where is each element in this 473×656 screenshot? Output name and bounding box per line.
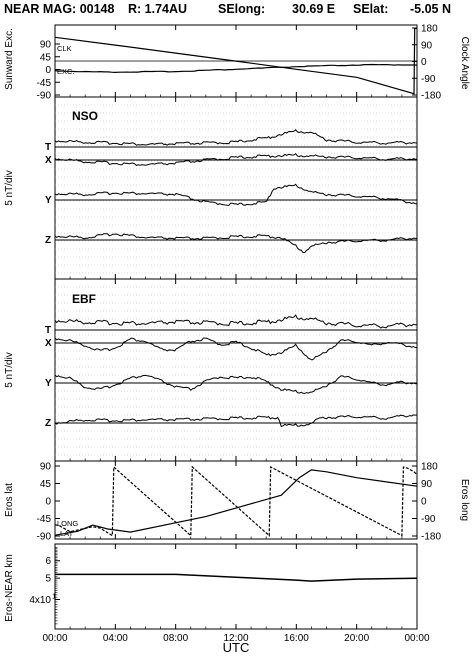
panel-ebf: EBF 5 nT/div TX Y Z <box>4 286 418 456</box>
x-axis-label: UTC <box>223 640 250 655</box>
eros-series-label-long: LONG <box>57 519 78 528</box>
eros-right-tick-label: 180 <box>421 462 438 473</box>
angles-left-tick-label: -90 <box>37 91 52 102</box>
title-selat-label: SElat: <box>353 2 388 16</box>
nso-channel-trace <box>54 183 418 207</box>
angles-left-tick-label: -45 <box>37 78 52 89</box>
x-axis: UTC 00:00 04:00 08:00 12:00 16:00 20:00 00:00 <box>42 25 430 655</box>
range-tick-label: 5 <box>45 574 51 585</box>
eros-ylabel-right: Eros long <box>459 479 470 521</box>
ebf-channel-trace <box>54 374 418 394</box>
nso-channel-trace <box>54 233 417 253</box>
title-selat-value: -5.05 N <box>410 2 451 16</box>
eros-left-tick-label: 45 <box>40 479 52 490</box>
panel-range: 6 5 4x10 1 Eros-NEAR km <box>4 547 418 625</box>
title-selong-value: 30.69 E <box>292 2 335 16</box>
title-mission: NEAR MAG: 00148 <box>4 2 114 16</box>
panel-ebf-frame <box>54 278 418 462</box>
range-tick-label: 4x10 <box>29 595 51 606</box>
eros-long-line <box>54 465 418 537</box>
panel-range-frame <box>54 543 418 630</box>
eros-left-tick-label: 0 <box>45 497 51 508</box>
panel-nso-frame <box>54 96 418 280</box>
eros-right-tick-label: -90 <box>421 514 436 525</box>
eros-lat-line <box>54 469 418 536</box>
angles-left-tick-label: 0 <box>45 65 51 76</box>
x-tick-label: 00:00 <box>404 633 429 644</box>
nso-channel-trace <box>54 129 418 146</box>
angles-sunward-exc-line <box>54 63 418 74</box>
x-tick-label: 12:00 <box>223 633 248 644</box>
ebf-channel-trace <box>54 414 418 428</box>
ebf-ylabel: 5 nT/div <box>4 352 15 388</box>
ebf-channel-trace <box>54 337 418 361</box>
figure-title: NEAR MAG: 00148 R: 1.74AU SElong: 30.69 … <box>4 2 451 16</box>
angles-ylabel-right: Clock Angle <box>459 37 470 90</box>
ebf-panel-label: EBF <box>72 292 96 306</box>
ebf-channel-trace <box>54 314 418 329</box>
eros-ylabel-left: Eros lat <box>4 483 15 517</box>
range-line <box>55 573 418 582</box>
x-tick-label: 00:00 <box>42 633 67 644</box>
angles-right-tick-label: -180 <box>421 91 441 102</box>
title-distance: R: 1.74AU <box>128 2 187 16</box>
angles-left-tick-label: 90 <box>40 40 52 51</box>
eros-left-tick-label: -90 <box>37 532 52 543</box>
panel-eros: 90 45 0 -45 -90 180 90 0 -90 -180 Eros lat Eros … <box>4 462 470 543</box>
range-ylabel: Eros-NEAR km <box>4 554 15 622</box>
panel-eros-frame <box>54 460 418 540</box>
angles-right-tick-label: 0 <box>421 57 427 68</box>
title-selong-label: SElong: <box>218 2 265 16</box>
x-tick-label: 08:00 <box>163 633 188 644</box>
eros-left-tick-label: 90 <box>40 462 52 473</box>
ebf-channel-label: Z <box>45 418 51 429</box>
angles-right-tick-label: -90 <box>421 74 436 85</box>
range-tick-exponent: 1 <box>52 591 56 600</box>
x-tick-label: 20:00 <box>344 633 369 644</box>
ebf-channel-label: T <box>45 325 51 336</box>
angles-clock-angle-line <box>54 27 417 95</box>
nso-ylabel: 5 nT/div <box>4 170 15 206</box>
eros-right-tick-label: 90 <box>421 479 433 490</box>
angles-ylabel-left: Sunward Exc. <box>4 28 15 90</box>
eros-right-tick-label: -180 <box>421 532 441 543</box>
nso-channel-label: T <box>45 142 51 153</box>
x-tick-label: 16:00 <box>284 633 309 644</box>
nso-channel-label: Z <box>45 235 51 246</box>
range-tick-label: 6 <box>45 556 51 567</box>
angles-right-tick-label: 180 <box>421 24 438 35</box>
ebf-channel-label: X <box>45 338 52 349</box>
eros-left-tick-label: -45 <box>37 514 52 525</box>
ebf-channel-label: Y <box>45 378 52 389</box>
nso-channel-trace <box>54 153 418 166</box>
nso-channel-label: X <box>45 155 52 166</box>
nso-channel-label: Y <box>45 195 52 206</box>
x-tick-label: 04:00 <box>103 633 128 644</box>
angles-series-label-clk: CLK <box>57 44 72 53</box>
nso-panel-label: NSO <box>72 109 98 123</box>
angles-right-tick-label: 90 <box>421 40 433 51</box>
eros-right-tick-label: 0 <box>421 497 427 508</box>
angles-left-tick-label: 45 <box>40 52 52 63</box>
panel-nso: NSO 5 nT/div TX Y Z <box>4 104 418 274</box>
